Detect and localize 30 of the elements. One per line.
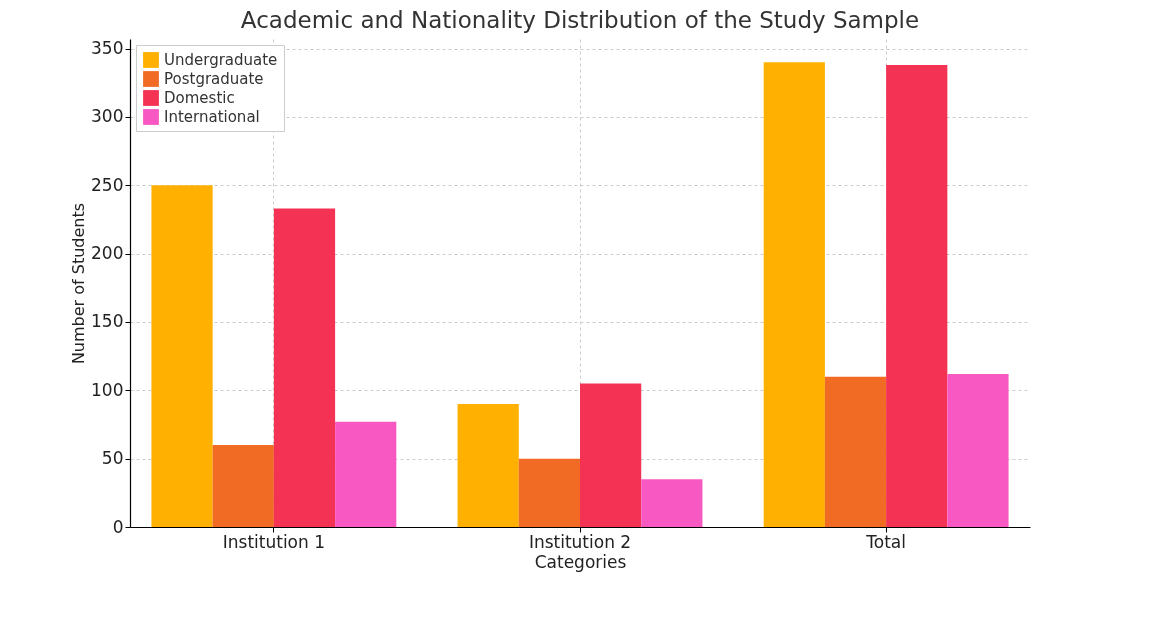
bar <box>580 383 642 527</box>
x-tick-label: Institution 2 <box>528 531 632 552</box>
bar <box>273 208 336 527</box>
chart-title: Academic and Nationality Distribution of the Study Sample <box>240 7 920 33</box>
bar <box>518 458 580 527</box>
legend-label: Domestic <box>164 89 235 107</box>
legend-label: International <box>164 108 260 126</box>
y-tick-label: 150 <box>91 311 124 332</box>
legend-label: Undergraduate <box>164 51 278 69</box>
x-tick-label: Total <box>865 531 906 552</box>
y-tick-label: 350 <box>91 38 124 59</box>
y-axis-title: Number of Students <box>69 202 89 365</box>
y-tick-label: 300 <box>91 106 124 127</box>
bar <box>212 444 274 527</box>
bar <box>641 479 703 527</box>
bar <box>763 62 825 527</box>
bar <box>151 185 213 527</box>
y-tick-label: 0 <box>112 516 124 537</box>
bar <box>457 403 519 527</box>
y-tick-label: 50 <box>101 448 124 469</box>
legend-label: Postgraduate <box>164 70 264 88</box>
y-tick-label: 250 <box>91 174 124 195</box>
bar <box>947 373 1009 527</box>
y-tick-label: 100 <box>91 379 124 400</box>
bar <box>886 64 948 527</box>
x-tick-label: Institution 1 <box>222 531 326 552</box>
x-axis-title: Categories <box>534 551 627 572</box>
bar <box>824 376 887 527</box>
y-tick-label: 200 <box>91 243 124 264</box>
bar <box>335 421 397 527</box>
